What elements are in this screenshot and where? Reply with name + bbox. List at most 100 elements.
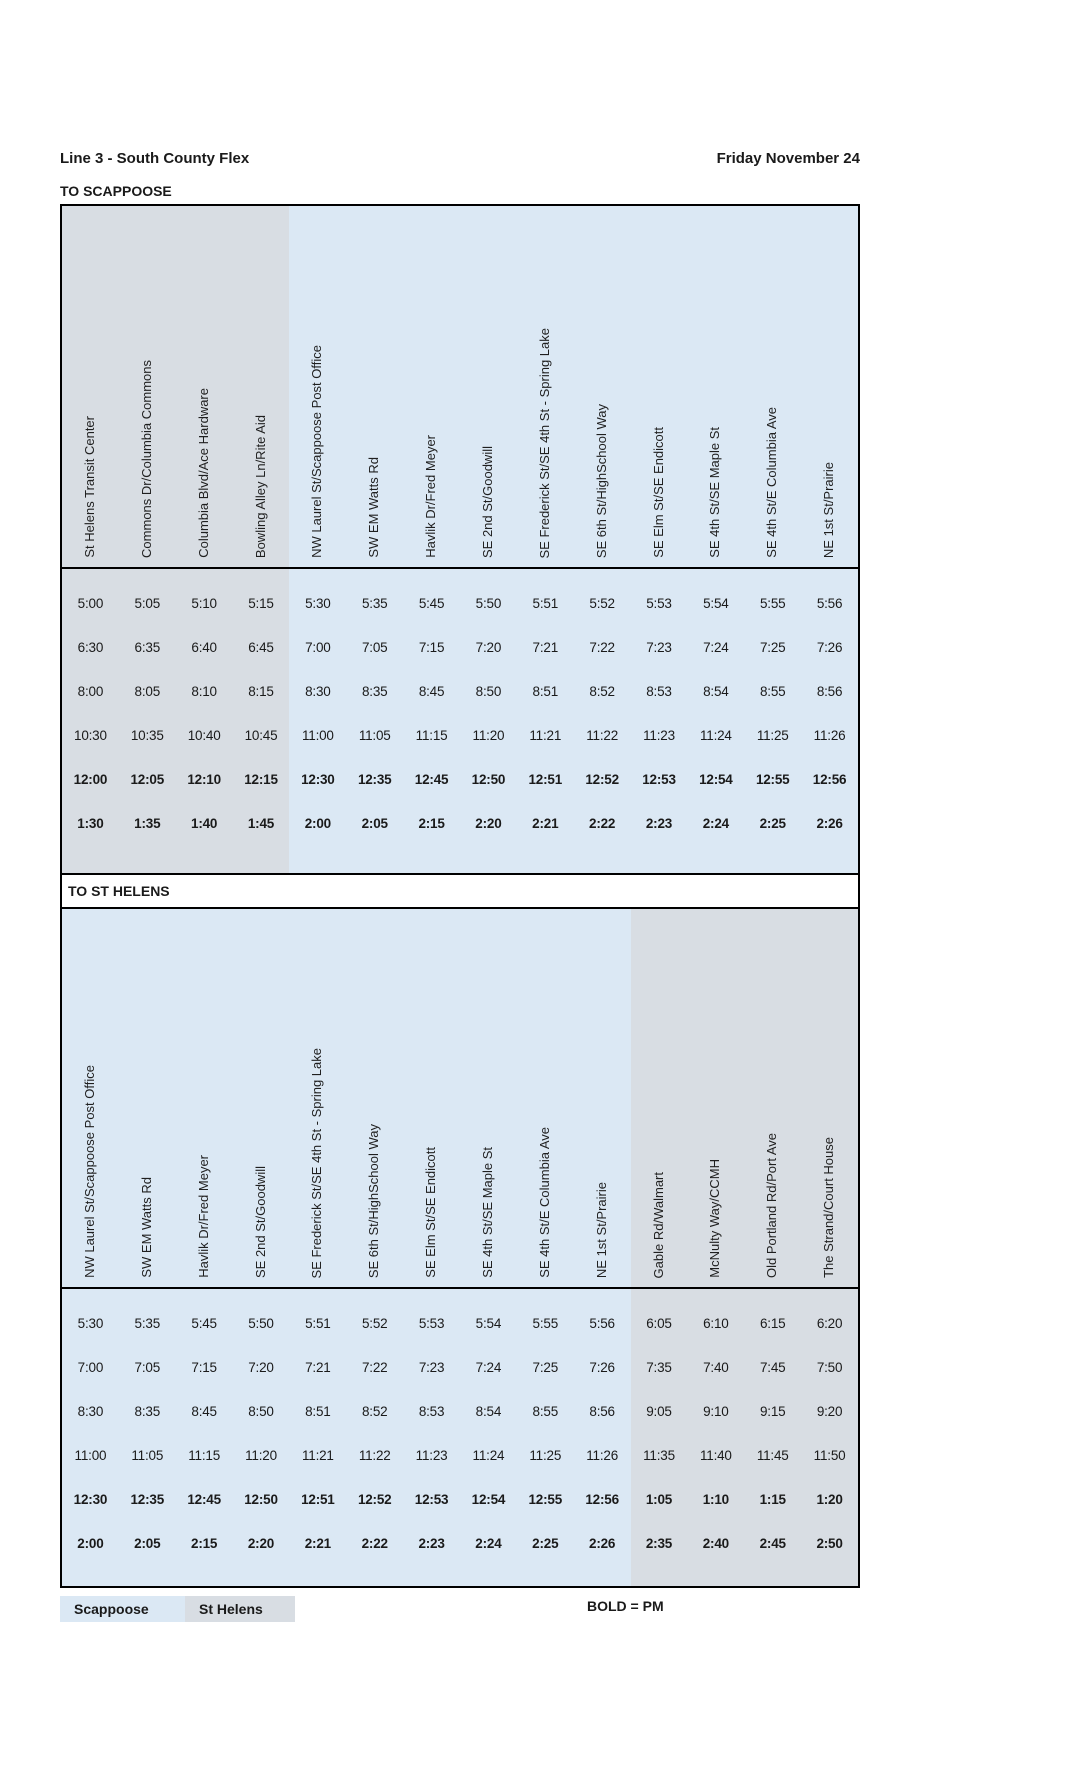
time-cell: 7:00 (289, 625, 347, 669)
grid-filler (289, 569, 347, 581)
time-cell: 11:45 (744, 1433, 802, 1477)
time-cell: 11:25 (744, 713, 802, 757)
grid-filler (801, 845, 858, 873)
time-cell: 7:24 (460, 1345, 517, 1389)
time-cell: 5:45 (175, 1301, 233, 1345)
time-cell: 5:53 (403, 1301, 460, 1345)
grid-filler (516, 569, 574, 581)
stop-name: NW Laurel St/Scappoose Post Office (309, 345, 325, 558)
stop-header: SE 6th St/HighSchool Way (573, 206, 631, 567)
time-cell: 11:15 (403, 713, 460, 757)
time-cell: 11:20 (460, 713, 517, 757)
time-cell: 12:30 (62, 1477, 119, 1521)
grid-filler (744, 1565, 802, 1586)
stop-header: Columbia Blvd/Ace Hardware (175, 206, 233, 567)
time-cell: 8:05 (118, 669, 176, 713)
time-cell: 2:20 (460, 801, 517, 845)
grid-filler (175, 1289, 233, 1301)
time-cell: 5:55 (744, 581, 802, 625)
time-cell: 8:55 (744, 669, 802, 713)
grid-filler (232, 1565, 290, 1586)
stop-name: SE 4th St/E Columbia Ave (764, 407, 780, 558)
time-cell: 11:05 (118, 1433, 176, 1477)
stop-header-row: NW Laurel St/Scappoose Post Office SW EM … (62, 909, 858, 1287)
time-cell: 5:50 (460, 581, 517, 625)
grid-filler (573, 845, 631, 873)
time-cell: 2:26 (573, 1521, 631, 1565)
time-cell: 6:40 (175, 625, 233, 669)
stop-header: SE Elm St/SE Endicott (630, 206, 688, 567)
stop-header: NW Laurel St/Scappoose Post Office (289, 206, 347, 567)
time-cell: 5:54 (687, 581, 745, 625)
grid-filler (687, 1565, 745, 1586)
stop-name: Havlik Dr/Fred Meyer (423, 435, 439, 558)
stop-header: The Strand/Court House (801, 909, 858, 1287)
stop-name: SE 4th St/E Columbia Ave (536, 1127, 552, 1278)
grid-filler (630, 1565, 688, 1586)
time-cell: 5:54 (460, 1301, 517, 1345)
time-cell: 2:05 (346, 801, 404, 845)
time-cell: 12:00 (62, 757, 119, 801)
time-cell: 8:45 (403, 669, 460, 713)
stop-name: SE 4th St/SE Maple St (707, 427, 723, 558)
grid-filler (403, 845, 460, 873)
time-cell: 7:35 (630, 1345, 688, 1389)
time-cell: 6:20 (801, 1301, 858, 1345)
stop-header: SW EM Watts Rd (118, 909, 176, 1287)
direction-label-to-scappoose: TO SCAPPOOSE (60, 183, 172, 199)
time-cell: 2:21 (289, 1521, 347, 1565)
grid-filler (62, 1565, 119, 1586)
stop-name: Havlik Dr/Fred Meyer (195, 1155, 211, 1278)
grid-filler (403, 1565, 460, 1586)
time-cell: 9:20 (801, 1389, 858, 1433)
grid-filler (118, 1565, 176, 1586)
time-cell: 9:05 (630, 1389, 688, 1433)
stop-header: NW Laurel St/Scappoose Post Office (62, 909, 119, 1287)
time-cell: 10:40 (175, 713, 233, 757)
time-cell: 8:54 (460, 1389, 517, 1433)
stop-name: Commons Dr/Columbia Commons (138, 360, 154, 558)
grid-filler (630, 845, 688, 873)
time-cell: 1:30 (62, 801, 119, 845)
time-cell: 8:45 (175, 1389, 233, 1433)
time-cell: 11:21 (289, 1433, 347, 1477)
time-cell: 2:25 (744, 801, 802, 845)
stop-name: St Helens Transit Center (81, 416, 97, 558)
time-cell: 5:05 (118, 581, 176, 625)
time-cell: 2:35 (630, 1521, 688, 1565)
stop-name: NW Laurel St/Scappoose Post Office (81, 1065, 97, 1278)
grid-filler (801, 1565, 858, 1586)
time-cell: 12:52 (573, 757, 631, 801)
time-cell: 2:05 (118, 1521, 176, 1565)
stop-header: NE 1st St/Prairie (801, 206, 858, 567)
time-cell: 8:53 (403, 1389, 460, 1433)
grid-filler (175, 569, 233, 581)
grid-filler (630, 1289, 688, 1301)
time-cell: 2:23 (630, 801, 688, 845)
stop-header: Old Portland Rd/Port Ave (744, 909, 802, 1287)
stop-name: Old Portland Rd/Port Ave (764, 1132, 780, 1278)
time-cell: 12:55 (516, 1477, 574, 1521)
time-cell: 5:55 (516, 1301, 574, 1345)
time-cell: 12:54 (460, 1477, 517, 1521)
grid-filler (118, 845, 176, 873)
time-cell: 11:21 (516, 713, 574, 757)
grid-filler (175, 1565, 233, 1586)
time-cell: 5:35 (346, 581, 404, 625)
time-cell: 7:00 (62, 1345, 119, 1389)
time-cell: 1:35 (118, 801, 176, 845)
time-cell: 2:22 (573, 801, 631, 845)
time-cell: 1:05 (630, 1477, 688, 1521)
stop-name: Columbia Blvd/Ace Hardware (195, 388, 211, 558)
time-cell: 8:50 (460, 669, 517, 713)
stop-header: SE 6th St/HighSchool Way (346, 909, 404, 1287)
time-cell: 12:56 (801, 757, 858, 801)
time-cell: 10:35 (118, 713, 176, 757)
time-cell: 11:23 (403, 1433, 460, 1477)
time-cell: 8:15 (232, 669, 290, 713)
stop-header: SE 2nd St/Goodwill (232, 909, 290, 1287)
time-cell: 7:21 (289, 1345, 347, 1389)
time-cell: 12:05 (118, 757, 176, 801)
grid-filler (289, 1565, 347, 1586)
legend-bold-note: BOLD = PM (587, 1598, 664, 1614)
